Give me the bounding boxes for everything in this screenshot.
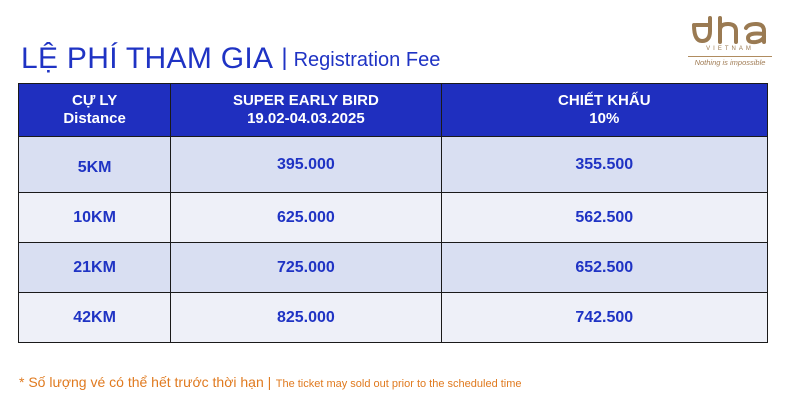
title-english: Registration Fee <box>293 49 441 71</box>
header-discount-label: CHIẾT KHẤU <box>558 92 651 109</box>
table-row: 5KM 395.000 355.500 <box>17 136 769 193</box>
cell-price: 825.000 <box>170 292 442 343</box>
cell-price: 625.000 <box>170 192 442 243</box>
cell-discount: 355.500 <box>440 136 769 193</box>
registration-fee-table: CỰ LY Distance SUPER EARLY BIRD 19.02-04… <box>17 83 769 343</box>
cell-discount: 562.500 <box>440 192 769 243</box>
cell-distance: 5KM <box>17 136 172 193</box>
cell-distance: 42KM <box>17 292 172 343</box>
header-distance: CỰ LY Distance <box>17 83 172 137</box>
table-row: 42KM 825.000 742.500 <box>17 292 769 343</box>
logo-sub: VIETNAM <box>706 46 754 52</box>
logo-tagline: Nothing is impossible <box>688 56 772 67</box>
table-row: 10KM 625.000 562.500 <box>17 192 769 243</box>
cell-discount: 652.500 <box>440 242 769 293</box>
page-title: LỆ PHÍ THAM GIA | Registration Fee <box>21 42 440 76</box>
table-header-row: CỰ LY Distance SUPER EARLY BIRD 19.02-04… <box>17 83 769 137</box>
header-discount-percent: 10% <box>589 110 620 127</box>
cell-discount: 742.500 <box>440 292 769 343</box>
dha-logo-mark <box>692 16 766 45</box>
brand-logo: VIETNAM Nothing is impossible <box>688 16 772 72</box>
cell-distance: 21KM <box>17 242 172 293</box>
header-distance-en: Distance <box>63 110 126 127</box>
header-super-early-bird: SUPER EARLY BIRD 19.02-04.03.2025 <box>170 83 442 137</box>
cell-price: 395.000 <box>170 136 442 193</box>
header-discount: CHIẾT KHẤU 10% <box>440 83 769 137</box>
header-distance-vn: CỰ LY <box>71 92 118 109</box>
cell-price: 725.000 <box>170 242 442 293</box>
table-row: 21KM 725.000 652.500 <box>17 242 769 293</box>
cell-distance: 10KM <box>17 192 172 243</box>
footnote-english: The ticket may sold out prior to the sch… <box>275 378 522 390</box>
footnote-vietnamese: * Số lượng vé có thể hết trước thời hạn … <box>19 374 272 390</box>
header-price-dates: 19.02-04.03.2025 <box>247 110 365 127</box>
title-vietnamese: LỆ PHÍ THAM GIA <box>21 42 274 75</box>
footnote: * Số lượng vé có thể hết trước thời hạn … <box>19 374 522 392</box>
header-price-label: SUPER EARLY BIRD <box>232 92 379 109</box>
title-separator: | <box>281 44 288 71</box>
